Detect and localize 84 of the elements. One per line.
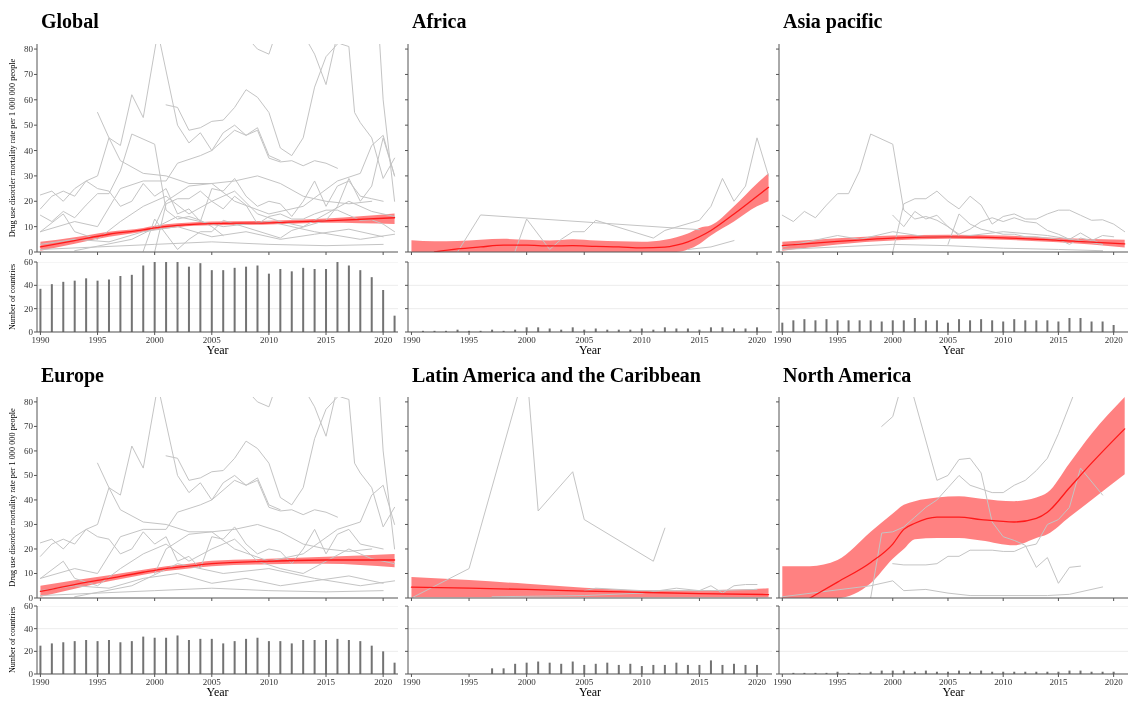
x-axis-title: Year — [578, 685, 602, 699]
x-tick-label: 2005 — [202, 677, 222, 687]
chart-title: Africa — [412, 10, 467, 32]
x-tick-label: 2005 — [938, 335, 958, 345]
y-tick-label: 0 — [28, 668, 34, 679]
y-axis-title: Drug use disorder mortality rate per 1 000 000 people — [8, 58, 17, 238]
x-tick-label: 1995 — [828, 335, 848, 345]
y-tick-label: 10 — [24, 221, 34, 232]
y-tick-label: 0 — [28, 326, 34, 337]
y-tick-label: 20 — [24, 303, 34, 314]
y-tick-label: 40 — [24, 623, 34, 634]
y-tick-label: 80 — [24, 396, 34, 407]
y-tick-label: 80 — [24, 44, 34, 55]
y-tick-label: 30 — [24, 170, 34, 181]
x-tick-label: 2000 — [517, 677, 537, 687]
y-tick-label: 0 — [28, 246, 34, 257]
x-tick-label: 2000 — [517, 335, 537, 345]
y-tick-label: 50 — [24, 120, 34, 131]
x-tick-label: 2000 — [145, 677, 165, 687]
x-tick-label: 2010 — [994, 335, 1013, 345]
y-tick-label: 50 — [24, 470, 34, 481]
x-tick-label: 1995 — [460, 677, 479, 687]
x-axis-title: Year — [942, 343, 965, 357]
y-tick-label: 70 — [24, 421, 34, 432]
x-tick-label: 2020 — [1104, 335, 1124, 345]
y-axis-title: Number of countries — [8, 606, 17, 674]
chart-title: Asia pacific — [783, 10, 883, 33]
x-tick-label: 1995 — [828, 677, 848, 687]
y-tick-label: 60 — [24, 445, 34, 456]
x-tick-label: 1990 — [31, 677, 50, 687]
y-tick-label: 0 — [28, 592, 34, 603]
y-tick-label: 60 — [24, 94, 34, 105]
x-tick-label: 1990 — [773, 335, 792, 345]
y-tick-label: 60 — [24, 256, 34, 267]
chart-title: Global — [41, 10, 100, 32]
x-tick-label: 2005 — [575, 335, 594, 345]
x-tick-label: 2005 — [202, 335, 222, 345]
x-tick-label: 1995 — [88, 677, 108, 687]
x-tick-label: 2020 — [374, 335, 393, 345]
x-axis-title: Year — [578, 343, 602, 357]
x-tick-label: 2015 — [1049, 677, 1068, 687]
x-tick-label: 2010 — [632, 335, 652, 345]
y-axis-title: Number of countries — [8, 263, 17, 331]
x-tick-label: 2010 — [994, 677, 1013, 687]
chart-title: Latin America and the Caribbean — [412, 364, 701, 386]
x-tick-label: 2010 — [259, 677, 279, 687]
x-tick-label: 2015 — [690, 677, 709, 687]
x-tick-label: 2000 — [145, 335, 165, 345]
x-tick-label: 1995 — [88, 335, 108, 345]
x-tick-label: 2020 — [374, 677, 393, 687]
y-tick-label: 70 — [24, 69, 34, 80]
y-tick-label: 10 — [24, 568, 34, 579]
x-axis-title: Year — [206, 343, 229, 357]
y-axis-title: Drug use disorder mortality rate per 1 000 000 people — [8, 407, 17, 587]
x-tick-label: 1990 — [402, 335, 421, 345]
y-tick-label: 40 — [24, 494, 34, 505]
x-tick-label: 2020 — [1104, 677, 1124, 687]
y-tick-label: 20 — [24, 196, 34, 207]
y-tick-label: 40 — [24, 280, 34, 291]
x-axis-title: Year — [942, 685, 965, 699]
y-tick-label: 60 — [24, 600, 34, 611]
x-tick-label: 2015 — [317, 335, 336, 345]
y-tick-label: 20 — [24, 543, 34, 554]
y-tick-label: 30 — [24, 519, 34, 530]
x-tick-label: 2015 — [1049, 335, 1068, 345]
y-tick-label: 20 — [24, 646, 34, 657]
x-tick-label: 1990 — [402, 677, 421, 687]
chart-title: Europe — [41, 364, 105, 387]
x-tick-label: 2010 — [259, 335, 279, 345]
x-tick-label: 2000 — [883, 677, 903, 687]
chart-title: North America — [783, 364, 912, 386]
x-tick-label: 2015 — [690, 335, 709, 345]
x-tick-label: 2005 — [575, 677, 594, 687]
x-tick-label: 2015 — [317, 677, 336, 687]
x-axis-title: Year — [206, 685, 229, 699]
y-tick-label: 40 — [24, 145, 34, 156]
x-tick-label: 2000 — [883, 335, 903, 345]
x-tick-label: 1990 — [773, 677, 792, 687]
x-tick-label: 2005 — [938, 677, 958, 687]
x-tick-label: 1990 — [31, 335, 50, 345]
x-tick-label: 2020 — [748, 335, 767, 345]
x-tick-label: 2010 — [632, 677, 652, 687]
x-tick-label: 1995 — [460, 335, 479, 345]
x-tick-label: 2020 — [748, 677, 767, 687]
